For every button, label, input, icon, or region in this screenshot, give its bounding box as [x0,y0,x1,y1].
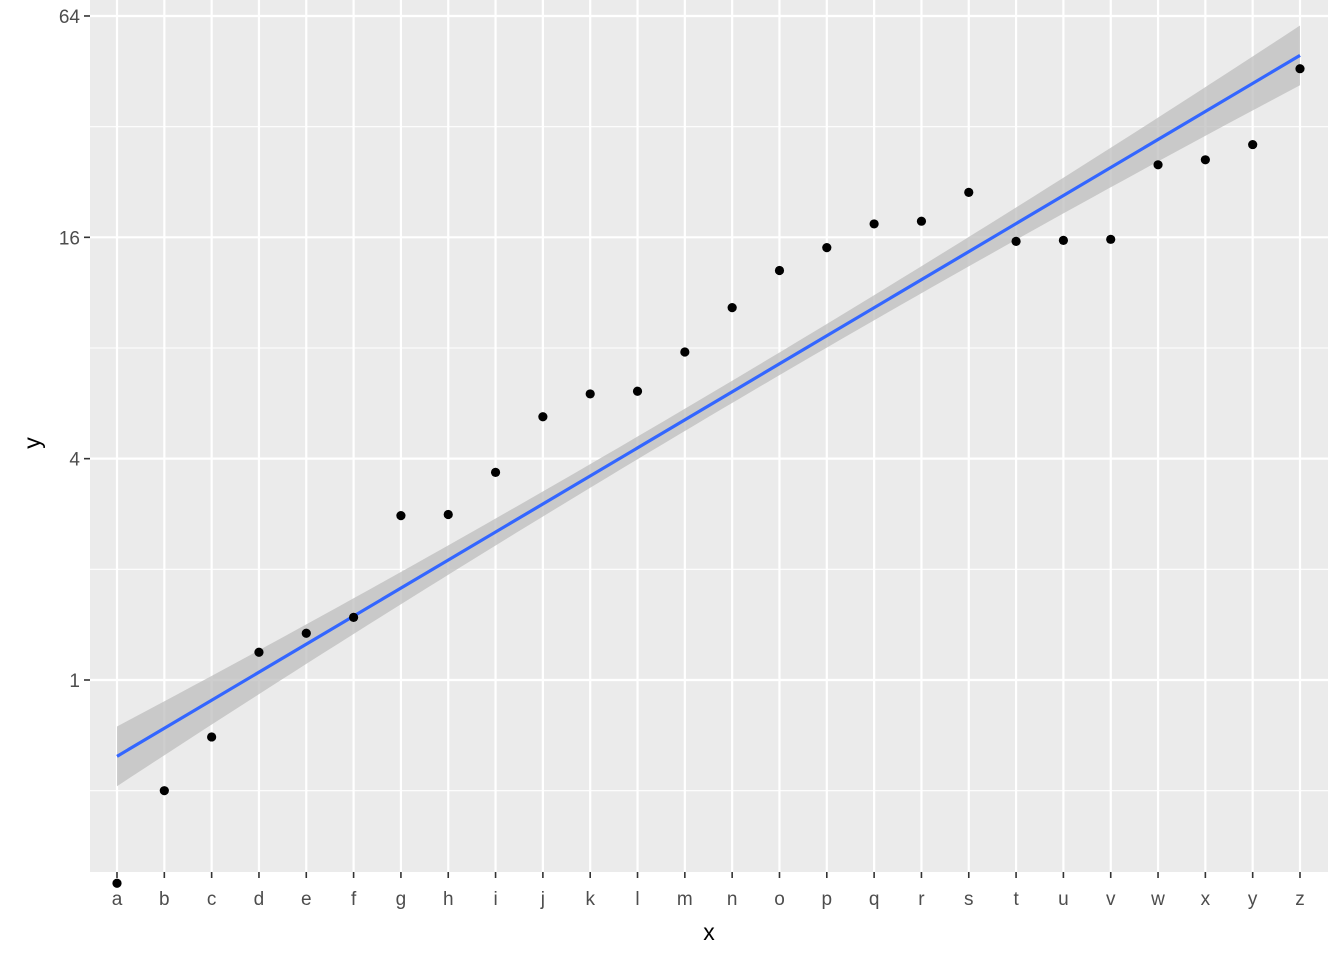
point-n [727,303,737,313]
x-tick-label-e: e [301,889,312,910]
point-a [112,878,122,888]
x-tick-label-w: w [1150,889,1165,910]
x-tick-label-k: k [585,889,595,910]
x-tick-label-y: y [1248,889,1258,910]
x-tick-label-c: c [207,889,217,910]
x-tick-label-x: x [1201,889,1211,910]
x-tick-label-m: m [677,889,693,910]
point-z [1295,64,1305,74]
point-g [396,511,406,521]
point-h [443,509,453,520]
point-i [490,467,501,478]
x-tick-label-l: l [635,889,639,910]
x-tick-label-j: j [540,889,545,910]
point-c [207,732,217,742]
x-axis-title: x [703,919,715,945]
x-tick-label-f: f [351,889,357,910]
x-tick-label-h: h [443,889,454,910]
x-tick-label-d: d [254,889,265,910]
point-b [159,786,169,796]
x-tick-label-v: v [1106,889,1116,910]
point-m [680,347,690,357]
point-k [585,389,595,399]
point-q [869,219,879,229]
x-tick-label-z: z [1295,889,1305,910]
minor-grid [90,126,1328,792]
x-tick-label-u: u [1058,889,1069,910]
major-grid [90,0,1328,872]
y-tick-label-16: 16 [59,228,80,249]
x-axis: a b c d e f g h i j k l m n o p q r s t u v w x y z [112,872,1305,910]
point-j [538,412,548,422]
y-tick-label-4: 4 [69,450,80,471]
point-y [1248,139,1258,150]
point-u [1058,235,1068,245]
x-tick-label-o: o [774,889,785,910]
y-tick-label-64: 64 [59,7,81,28]
data-points [112,64,1305,888]
x-tick-label-r: r [918,889,925,910]
x-tick-label-q: q [869,889,880,910]
y-axis: 1 4 16 64 [59,7,90,692]
x-tick-label-i: i [493,889,497,910]
x-tick-label-b: b [159,889,170,910]
point-r [916,216,927,226]
x-tick-label-a: a [112,889,123,910]
y-tick-label-1: 1 [69,671,80,692]
x-tick-label-n: n [727,889,738,910]
point-p [822,243,832,253]
point-w [1153,160,1163,170]
point-t [1011,236,1021,246]
point-o [774,265,785,276]
x-tick-label-g: g [396,889,407,910]
point-s [964,187,974,197]
x-tick-label-t: t [1013,889,1019,910]
point-e [301,628,311,638]
trend-line [116,54,1301,758]
point-d [254,647,264,657]
point-l [632,386,643,396]
point-v [1106,234,1116,244]
x-tick-label-s: s [964,889,974,910]
y-axis-title: y [19,437,45,449]
point-f [349,612,359,623]
x-tick-label-p: p [822,889,833,910]
point-x [1200,155,1210,165]
